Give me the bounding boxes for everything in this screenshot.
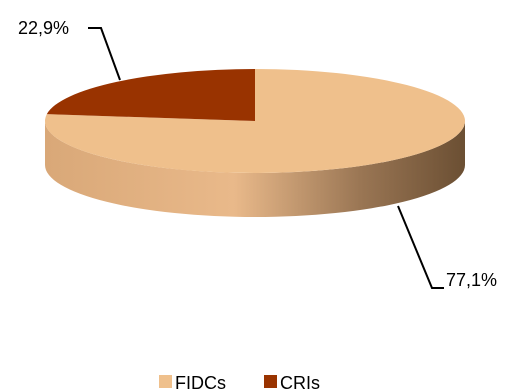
pie-slice-cris (46, 69, 256, 121)
data-label-cris: 22,9% (18, 18, 69, 38)
leader-line-fidcs (397, 205, 444, 289)
legend-swatch-cris (264, 375, 277, 388)
legend-swatch-fidcs (159, 375, 172, 388)
legend-label-cris: CRIs (280, 373, 320, 392)
legend-label-fidcs: FIDCs (175, 373, 226, 392)
legend: FIDCs CRIs (159, 373, 320, 392)
pie-side-wall-fidcs (45, 121, 465, 217)
data-label-fidcs: 77,1% (446, 270, 497, 290)
leader-lines (88, 27, 444, 289)
leader-line-cris (88, 27, 121, 81)
pie-slices (45, 69, 465, 217)
